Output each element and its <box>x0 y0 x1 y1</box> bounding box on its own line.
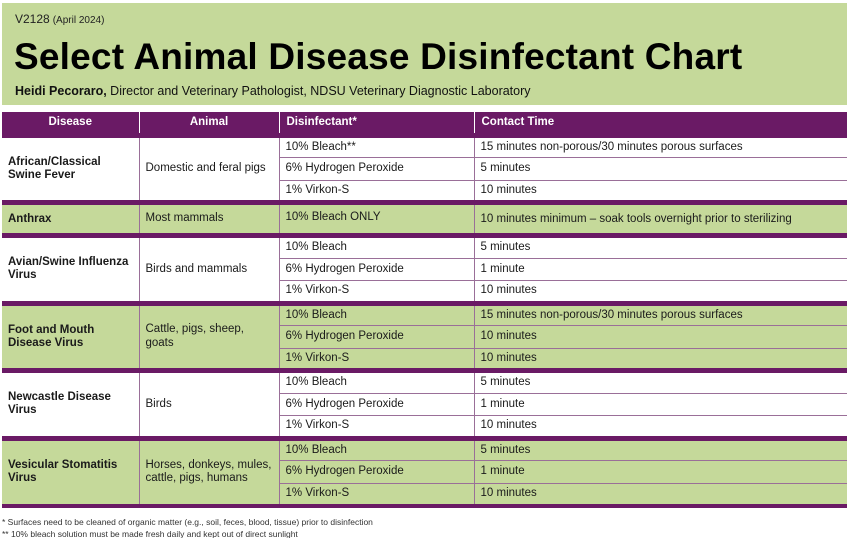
contact-time-cell: 10 minutes <box>474 325 847 349</box>
disinfectant-cell: 10% Bleach <box>279 438 475 461</box>
contact-time-cell: 10 minutes <box>474 348 847 371</box>
contact-time-cell: 5 minutes <box>474 438 847 461</box>
disease-group-vesicular-stomatitis: Vesicular Stomatitis Virus Horses, donke… <box>2 438 847 506</box>
table-row: 6% Hydrogen Peroxide 1 minute <box>2 258 847 281</box>
table-row: Newcastle Disease Virus Birds 10% Bleach… <box>2 370 847 438</box>
animal-cell: Cattle, pigs, sheep, goats <box>139 303 280 371</box>
table-row: Foot and Mouth Disease Virus Cattle, pig… <box>2 303 847 371</box>
contact-time-cell: 15 minutes non-porous/30 minutes porous … <box>474 303 847 326</box>
disease-cell: Vesicular Stomatitis Virus <box>2 438 140 506</box>
publication-date: (April 2024) <box>52 15 105 26</box>
contact-time-cell: 5 minutes <box>474 235 847 259</box>
column-header-animal: Animal <box>139 112 280 135</box>
column-header-disease: Disease <box>2 112 140 135</box>
disinfectant-cell: 1% Virkon-S <box>279 348 475 371</box>
column-header-contact-time: Contact Time <box>474 112 847 135</box>
table-row: 1% Virkon-S 10 minutes <box>2 180 847 203</box>
disinfectant-cell: 10% Bleach <box>279 235 475 259</box>
table-row: Anthrax Most mammals 10% Bleach ONLY 10 … <box>2 202 847 236</box>
disease-cell: African/Classical Swine Fever <box>2 135 140 203</box>
table-row: Vesicular Stomatitis Virus Horses, donke… <box>2 438 847 506</box>
disinfectant-cell: 6% Hydrogen Peroxide <box>279 325 475 349</box>
column-header-disinfectant: Disinfectant* <box>279 112 475 135</box>
disease-cell: Newcastle Disease Virus <box>2 370 140 438</box>
disease-group-foot-and-mouth: Foot and Mouth Disease Virus Cattle, pig… <box>2 303 847 371</box>
contact-time-cell: 10 minutes <box>474 415 847 438</box>
table-row: 6% Hydrogen Peroxide 1 minute <box>2 460 847 484</box>
table-row: Avian/Swine Influenza Virus Birds and ma… <box>2 235 847 303</box>
contact-time-cell: 1 minute <box>474 258 847 281</box>
author-role: Director and Veterinary Pathologist, NDS… <box>106 84 531 98</box>
animal-cell: Domestic and feral pigs <box>139 135 280 203</box>
contact-time-cell: 10 minutes <box>474 483 847 506</box>
disinfectant-cell: 1% Virkon-S <box>279 483 475 506</box>
disease-group-influenza: Avian/Swine Influenza Virus Birds and ma… <box>2 235 847 303</box>
disinfectant-cell: 10% Bleach <box>279 370 475 394</box>
animal-cell: Horses, donkeys, mules, cattle, pigs, hu… <box>139 438 280 506</box>
disinfectant-cell: 10% Bleach ONLY <box>279 202 475 236</box>
table-row: 6% Hydrogen Peroxide 10 minutes <box>2 325 847 349</box>
disease-cell: Avian/Swine Influenza Virus <box>2 235 140 303</box>
disease-group-anthrax: Anthrax Most mammals 10% Bleach ONLY 10 … <box>2 202 847 236</box>
table-row: 1% Virkon-S 10 minutes <box>2 280 847 303</box>
disinfectant-cell: 6% Hydrogen Peroxide <box>279 258 475 281</box>
contact-time-cell: 10 minutes minimum – soak tools overnigh… <box>474 202 847 236</box>
disease-group-swine-fever: African/Classical Swine Fever Domestic a… <box>2 135 847 203</box>
disease-group-newcastle: Newcastle Disease Virus Birds 10% Bleach… <box>2 370 847 438</box>
disease-cell: Foot and Mouth Disease Virus <box>2 303 140 371</box>
table-row: 6% Hydrogen Peroxide 5 minutes <box>2 157 847 181</box>
header-banner: V2128 (April 2024) Select Animal Disease … <box>2 3 847 105</box>
table-row: African/Classical Swine Fever Domestic a… <box>2 135 847 203</box>
disinfectant-table: Disease Animal Disinfectant* Contact Tim… <box>2 112 847 508</box>
table-row: 6% Hydrogen Peroxide 1 minute <box>2 393 847 416</box>
page-title: Select Animal Disease Disinfectant Chart <box>14 36 743 77</box>
contact-time-cell: 10 minutes <box>474 180 847 203</box>
disease-cell: Anthrax <box>2 202 140 236</box>
footnote-surfaces: * Surfaces need to be cleaned of organic… <box>2 517 373 527</box>
publication-code: V2128 <box>15 12 50 26</box>
table-header-row: Disease Animal Disinfectant* Contact Tim… <box>2 112 847 135</box>
contact-time-cell: 15 minutes non-porous/30 minutes porous … <box>474 135 847 158</box>
contact-time-cell: 10 minutes <box>474 280 847 303</box>
contact-time-cell: 5 minutes <box>474 370 847 394</box>
author-line: Heidi Pecoraro, Director and Veterinary … <box>15 84 531 98</box>
author-name: Heidi Pecoraro, <box>15 84 107 98</box>
animal-cell: Most mammals <box>139 202 280 236</box>
disinfectant-cell: 6% Hydrogen Peroxide <box>279 460 475 484</box>
table-row: 1% Virkon-S 10 minutes <box>2 415 847 438</box>
disinfectant-cell: 1% Virkon-S <box>279 180 475 203</box>
contact-time-cell: 1 minute <box>474 460 847 484</box>
disinfectant-cell: 6% Hydrogen Peroxide <box>279 393 475 416</box>
footnote-bleach: ** 10% bleach solution must be made fres… <box>2 529 298 538</box>
table-row: 1% Virkon-S 10 minutes <box>2 348 847 371</box>
contact-time-cell: 5 minutes <box>474 157 847 181</box>
disinfectant-cell: 1% Virkon-S <box>279 415 475 438</box>
disinfectant-cell: 10% Bleach** <box>279 135 475 158</box>
disinfectant-cell: 10% Bleach <box>279 303 475 326</box>
animal-cell: Birds <box>139 370 280 438</box>
disinfectant-cell: 6% Hydrogen Peroxide <box>279 157 475 181</box>
document-code: V2128 (April 2024) <box>15 12 104 26</box>
table-row: 1% Virkon-S 10 minutes <box>2 483 847 506</box>
contact-time-cell: 1 minute <box>474 393 847 416</box>
animal-cell: Birds and mammals <box>139 235 280 303</box>
disinfectant-cell: 1% Virkon-S <box>279 280 475 303</box>
